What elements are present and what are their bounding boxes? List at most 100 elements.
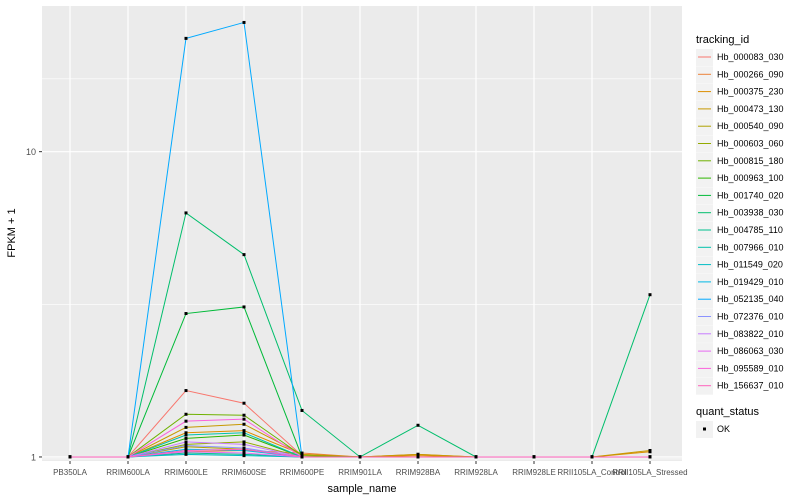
- legend-label: Hb_007966_010: [717, 242, 784, 252]
- legend-label: Hb_011549_020: [717, 260, 783, 270]
- legend-item: Hb_000375_230: [696, 83, 784, 101]
- data-point: [184, 312, 188, 316]
- y-tick-label: 10: [26, 147, 36, 157]
- data-point: [184, 36, 188, 40]
- data-point: [474, 455, 478, 459]
- legend-label: Hb_019429_010: [717, 277, 784, 287]
- legend-item: Hb_000266_090: [696, 66, 784, 84]
- data-point: [242, 429, 246, 433]
- data-point: [184, 412, 188, 416]
- x-axis: PB350LA RRIM600LA RRIM600LE RRIM600SE RRIM60…: [53, 461, 688, 477]
- x-tick-label: RRII105LA_Control: [557, 468, 627, 477]
- data-point: [648, 293, 652, 297]
- legend-label: Hb_083822_010: [717, 329, 784, 339]
- data-point: [184, 440, 188, 444]
- x-tick-label: RRIM600LE: [164, 468, 208, 477]
- data-point: [242, 253, 246, 257]
- data-point: [532, 455, 536, 459]
- legend-item: Hb_086063_030: [696, 343, 784, 361]
- x-tick-label: RRIM901LA: [338, 468, 382, 477]
- data-point: [242, 440, 246, 444]
- legend-item: Hb_156637_010: [696, 377, 784, 395]
- legend-item: Hb_072376_010: [696, 308, 784, 326]
- data-point: [242, 451, 246, 455]
- legend-item: Hb_000473_130: [696, 100, 784, 118]
- data-point: [242, 20, 246, 24]
- y-axis-title: FPKM + 1: [6, 208, 18, 257]
- data-point: [242, 401, 246, 405]
- legend-quant-status: quant_status OK: [696, 406, 759, 438]
- data-point: [416, 455, 420, 459]
- legend-title: tracking_id: [696, 34, 749, 46]
- legend2-title: quant_status: [696, 406, 759, 418]
- data-point: [300, 408, 304, 412]
- data-point: [648, 455, 652, 459]
- data-point: [184, 211, 188, 215]
- data-point: [242, 305, 246, 309]
- legend-item: Hb_095589_010: [696, 360, 784, 378]
- legend-item: Hb_007966_010: [696, 239, 784, 257]
- legend-item: Hb_011549_020: [696, 256, 783, 274]
- legend-label: Hb_095589_010: [717, 363, 784, 373]
- x-tick-label: PB350LA: [53, 468, 87, 477]
- x-tick-label: RRIM600PE: [280, 468, 324, 477]
- legend2-key-point: [703, 427, 706, 431]
- legend-label: Hb_000540_090: [717, 121, 784, 131]
- x-tick-label: RRIM928LA: [454, 468, 498, 477]
- legend-item: Hb_052135_040: [696, 291, 784, 309]
- legend-label: Hb_000815_180: [717, 156, 784, 166]
- data-point: [242, 433, 246, 437]
- data-point: [416, 452, 420, 456]
- legend-label: Hb_156637_010: [717, 381, 784, 391]
- plot-panel: [42, 6, 682, 461]
- data-point: [184, 425, 188, 429]
- legend-label: Hb_086063_030: [717, 346, 784, 356]
- legend-item: Hb_019429_010: [696, 273, 784, 291]
- legend2-label: OK: [717, 424, 730, 434]
- data-point: [242, 422, 246, 426]
- data-point: [68, 455, 72, 459]
- legend-label: Hb_072376_010: [717, 312, 784, 322]
- x-tick-label: RRIM928BA: [396, 468, 441, 477]
- data-point: [184, 419, 188, 423]
- x-tick-label: RRIM600SE: [222, 468, 266, 477]
- data-point: [184, 389, 188, 393]
- legend-label: Hb_052135_040: [717, 294, 784, 304]
- legend-label: Hb_000963_100: [717, 173, 784, 183]
- legend-item: Hb_000815_180: [696, 152, 784, 170]
- data-points: [68, 20, 652, 459]
- data-point: [184, 433, 188, 437]
- data-point: [242, 454, 246, 458]
- data-point: [300, 455, 304, 459]
- legend-item: Hb_000963_100: [696, 170, 784, 188]
- x-tick-label: RRII105LA_Stressed: [612, 468, 687, 477]
- y-axis: 1 10: [26, 147, 42, 462]
- grid-lines: [42, 6, 682, 461]
- legend-label: Hb_000083_030: [717, 52, 784, 62]
- legend-label: Hb_000375_230: [717, 87, 784, 97]
- data-point: [358, 455, 362, 459]
- legend-item: Hb_000540_090: [696, 118, 784, 136]
- data-point: [184, 452, 188, 456]
- legend-item: Hb_000083_030: [696, 49, 784, 66]
- y-tick-label: 1: [31, 452, 36, 462]
- data-point: [242, 442, 246, 446]
- data-point: [242, 417, 246, 421]
- data-point: [184, 436, 188, 440]
- data-point: [648, 448, 652, 452]
- data-point: [184, 431, 188, 435]
- legend-item: Hb_001740_020: [696, 187, 784, 205]
- data-point: [242, 431, 246, 435]
- data-point: [126, 455, 130, 459]
- legend-label: Hb_000603_060: [717, 139, 784, 149]
- data-point: [184, 448, 188, 452]
- data-point: [242, 447, 246, 451]
- data-point: [184, 444, 188, 448]
- legend-item: Hb_004785_110: [696, 222, 783, 239]
- x-axis-title: sample_name: [327, 483, 396, 495]
- legend-label: Hb_004785_110: [717, 225, 783, 235]
- legend-label: Hb_001740_020: [717, 190, 784, 200]
- legend-label: Hb_000266_090: [717, 69, 784, 79]
- data-point: [590, 455, 594, 459]
